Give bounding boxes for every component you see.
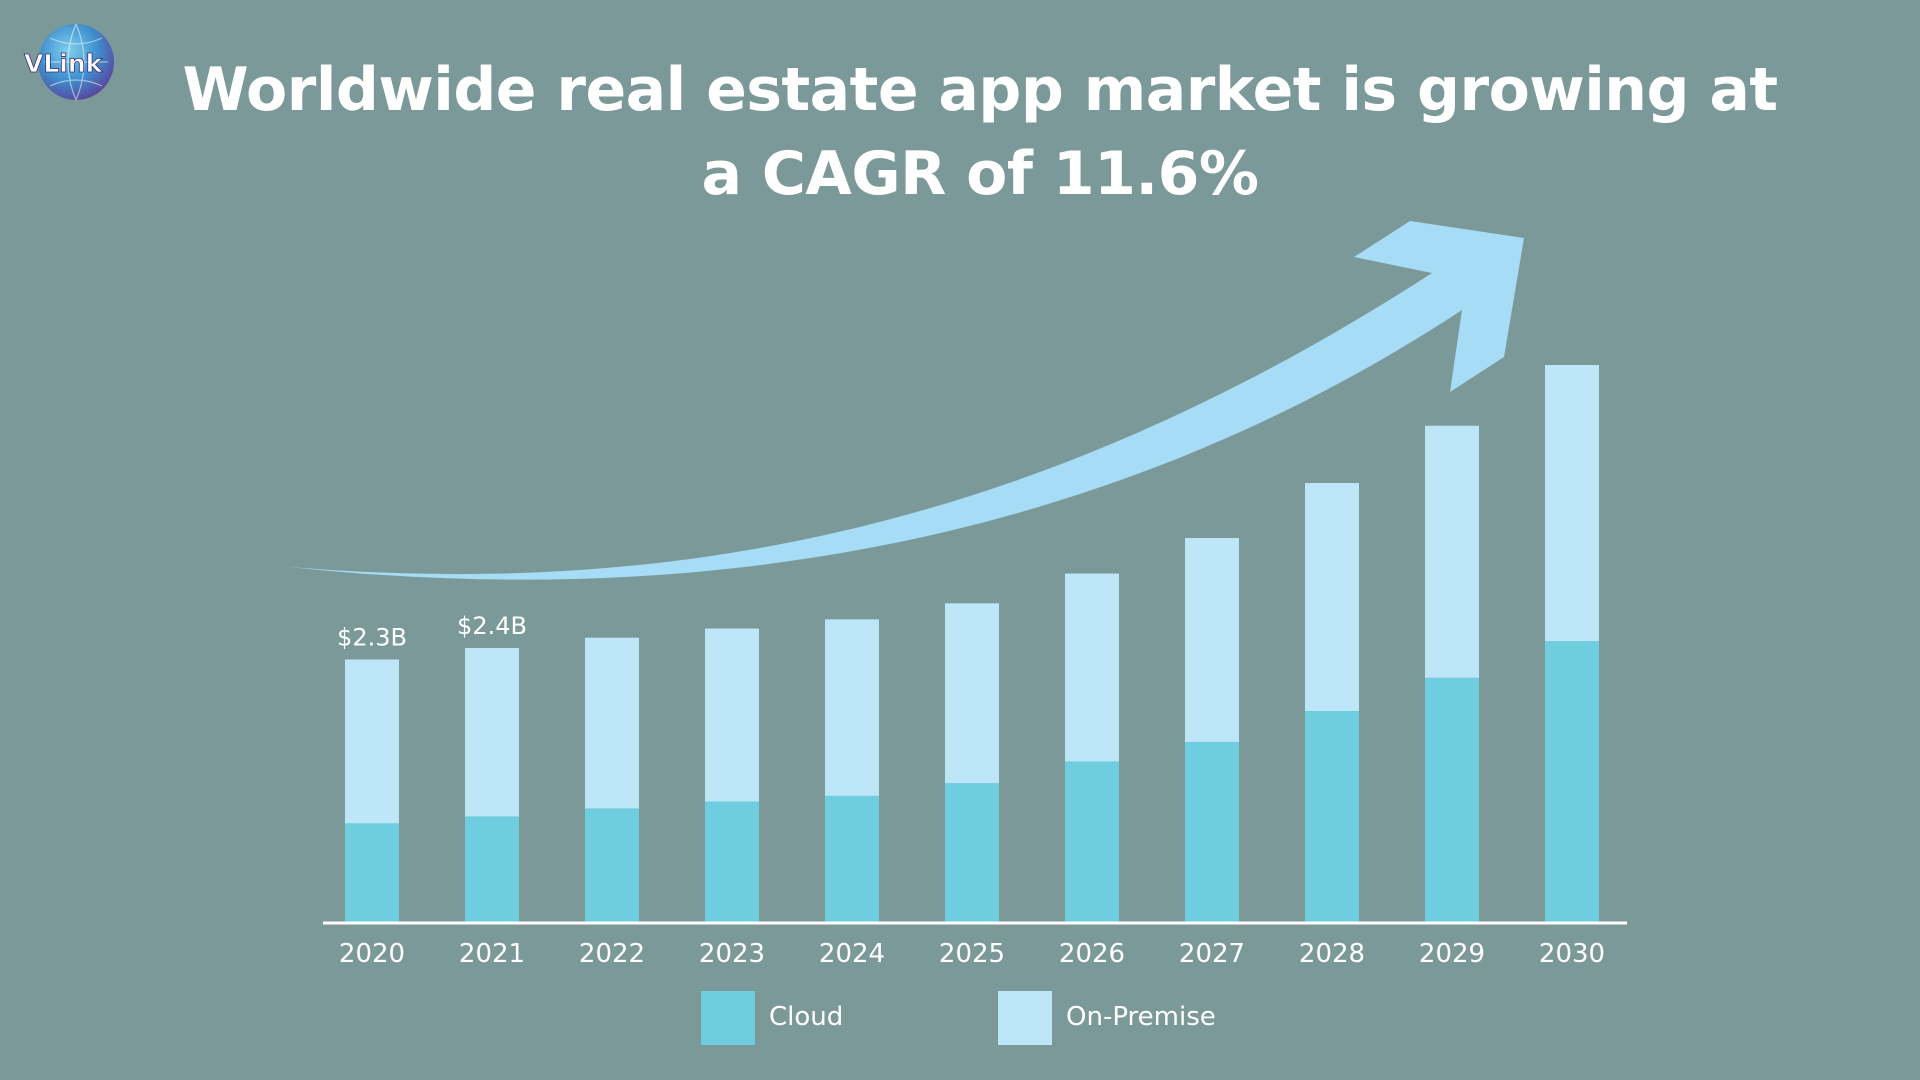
growth-arrow [290, 221, 1524, 580]
logo-text: VLink [24, 49, 104, 78]
x-tick-label: 2029 [1419, 939, 1485, 969]
legend-label-cloud: Cloud [769, 1002, 843, 1032]
bar-cloud-2024 [825, 795, 879, 923]
bar-cloud-2022 [585, 808, 639, 923]
bar-on-premise-2023 [705, 628, 759, 802]
x-tick-label: 2021 [459, 939, 525, 969]
vlink-logo: VLink [24, 23, 114, 101]
bar-on-premise-2027 [1185, 538, 1239, 742]
bar-on-premise-2022 [585, 637, 639, 809]
bar-on-premise-2025 [945, 603, 999, 784]
bar-on-premise-2020 [345, 659, 399, 824]
bar-cloud-2025 [945, 783, 999, 923]
bar-cloud-2023 [705, 801, 759, 923]
bar-on-premise-2030 [1545, 365, 1599, 642]
x-tick-label: 2026 [1059, 939, 1125, 969]
bar-on-premise-2028 [1305, 483, 1359, 712]
x-tick-label: 2022 [579, 939, 645, 969]
bar-on-premise-2024 [825, 619, 879, 796]
x-tick-label: 2028 [1299, 939, 1365, 969]
bar-cloud-2029 [1425, 677, 1479, 923]
bar-cloud-2028 [1305, 711, 1359, 923]
x-tick-label: 2030 [1539, 939, 1605, 969]
x-tick-label: 2020 [339, 939, 405, 969]
x-tick-label: 2025 [939, 939, 1005, 969]
data-label: $2.4B [457, 612, 527, 640]
bar-cloud-2026 [1065, 761, 1119, 923]
bar-on-premise-2029 [1425, 425, 1479, 678]
x-tick-label: 2027 [1179, 939, 1245, 969]
bar-cloud-2020 [345, 823, 399, 923]
x-tick-label: 2024 [819, 939, 885, 969]
data-label: $2.3B [337, 623, 407, 651]
legend-label-on-premise: On-Premise [1066, 1002, 1216, 1032]
bar-cloud-2021 [465, 816, 519, 923]
bar-cloud-2030 [1545, 641, 1599, 923]
x-tick-label: 2023 [699, 939, 765, 969]
page-title: Worldwide real estate app market is grow… [182, 55, 1778, 209]
bar-on-premise-2026 [1065, 573, 1119, 762]
bar-cloud-2027 [1185, 741, 1239, 923]
legend-swatch-on-premise [998, 991, 1052, 1045]
legend-swatch-cloud [701, 991, 755, 1045]
bar-on-premise-2021 [465, 648, 519, 817]
